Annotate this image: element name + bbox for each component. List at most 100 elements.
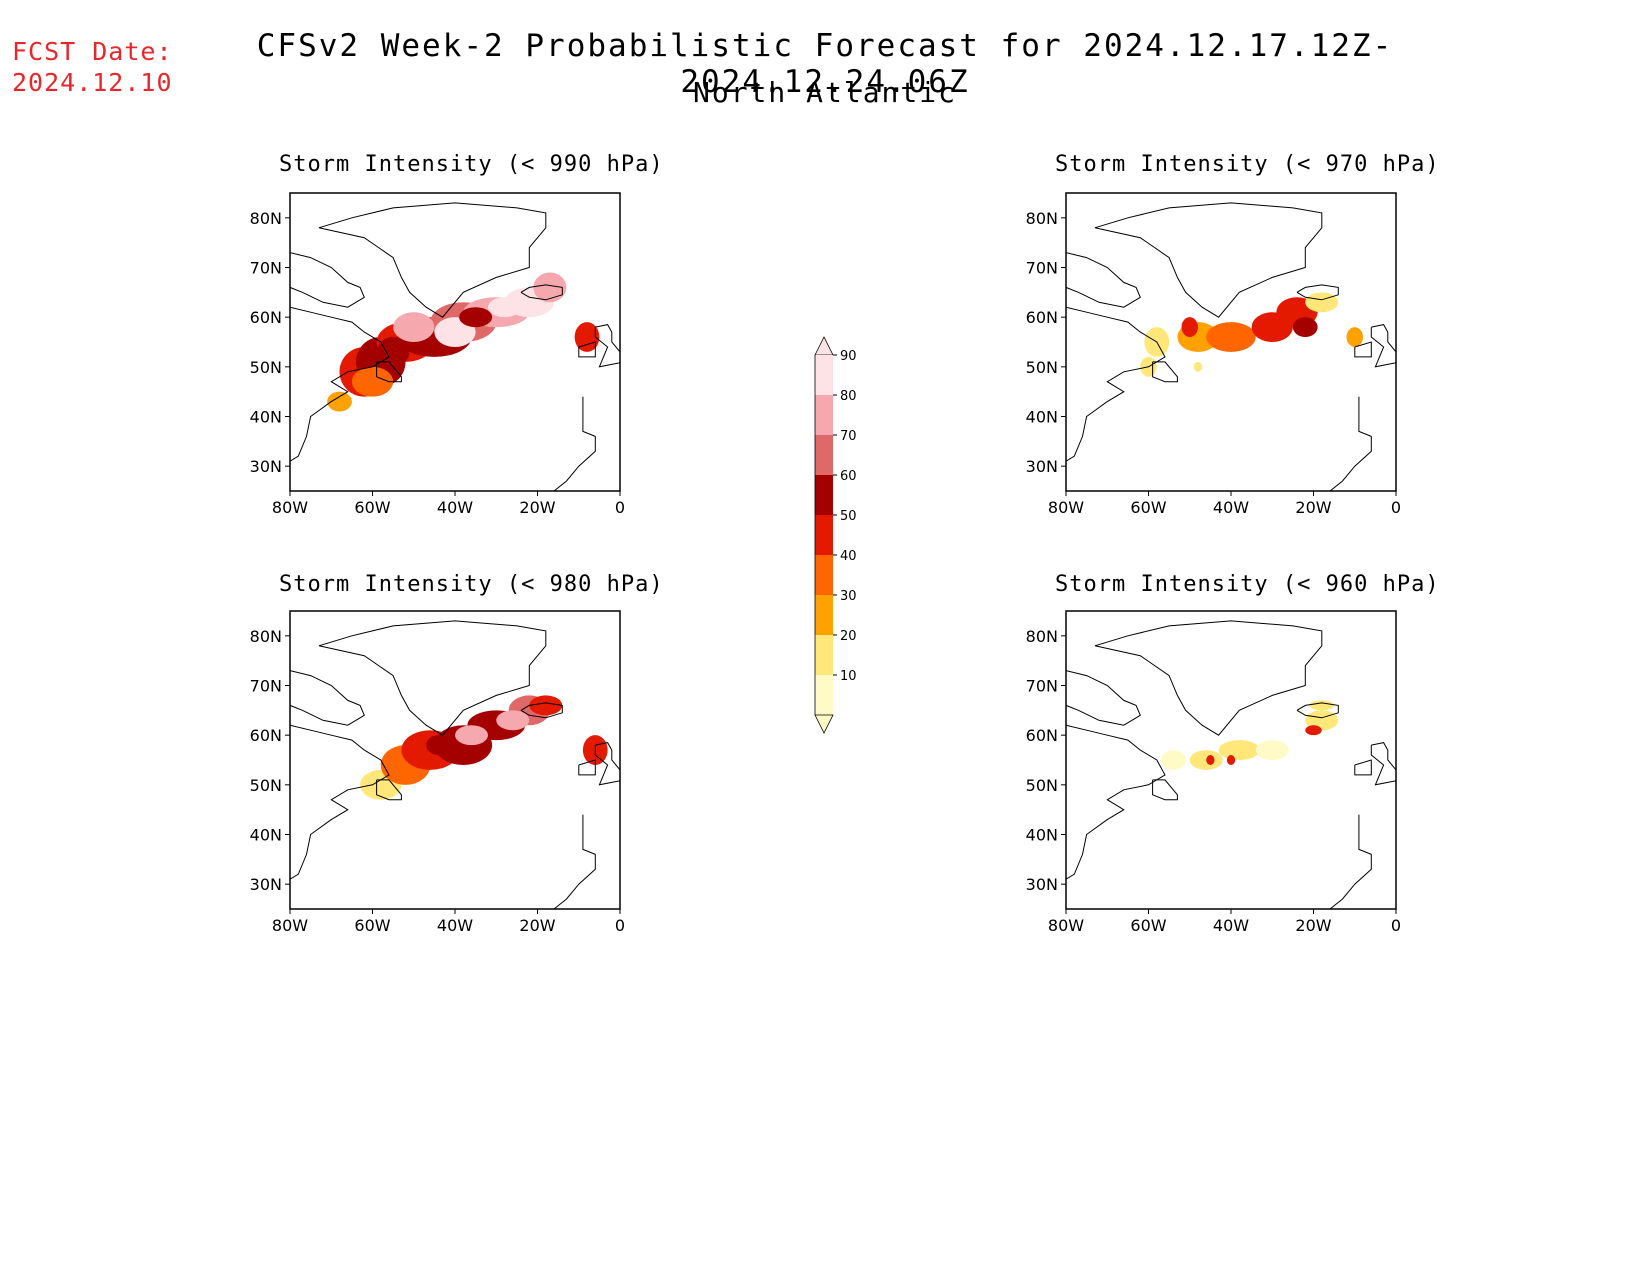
probability-cell (393, 312, 435, 342)
coastline (1329, 814, 1372, 909)
coastlines (1066, 620, 1396, 909)
lat-label: 30N (250, 875, 282, 894)
probability-cell (1218, 740, 1260, 760)
lat-label: 80N (1026, 627, 1058, 646)
coastline (1094, 202, 1323, 318)
colorbar-swatch (815, 475, 833, 515)
lon-label: 0 (1391, 916, 1401, 935)
colorbar-swatch (815, 435, 833, 475)
colorbar-top-cap (814, 336, 834, 356)
lat-label: 60N (1026, 308, 1058, 327)
probability-colorbar: 10 20 30 40 50 60 70 80 90 (814, 336, 857, 734)
lat-label: 40N (1026, 408, 1058, 427)
coastlines (290, 620, 630, 909)
lon-label: 0 (615, 498, 625, 517)
panel-title-960: Storm Intensity (< 960 hPa) (1055, 572, 1440, 597)
coastlines (1066, 202, 1406, 491)
colorbar-swatch (815, 395, 833, 435)
probability-cell (351, 366, 394, 397)
coastline (1354, 759, 1372, 776)
region-subtitle: North Atlantic (692, 76, 957, 109)
lon-label: 80W (1048, 916, 1084, 935)
lat-label: 50N (250, 358, 282, 377)
colorbar-label: 90 (840, 349, 857, 364)
page-title: CFSv2 Week-2 Probabilistic Forecast for … (256, 28, 1394, 100)
colorbar-label: 50 (840, 509, 857, 524)
coastline (1354, 341, 1372, 358)
probability-field (1140, 292, 1363, 377)
coastline (520, 284, 563, 301)
probability-cell (1292, 317, 1318, 338)
coastline (1296, 284, 1339, 301)
lat-label: 50N (1026, 358, 1058, 377)
fcst-date-value: 2024.12.10 (12, 68, 173, 97)
coastline (290, 670, 365, 726)
probability-cell (533, 272, 567, 303)
lat-label: 80N (1026, 209, 1058, 228)
probability-cell (455, 725, 488, 746)
lon-label: 60W (1130, 498, 1166, 517)
coastline (318, 620, 547, 736)
colorbar-label: 30 (840, 589, 857, 604)
colorbar-swatch (815, 355, 833, 395)
coastline (376, 779, 402, 801)
lon-label: 40W (437, 498, 473, 517)
fcst-date-caption: FCST Date: (12, 37, 173, 66)
colorbar-label: 40 (840, 549, 857, 564)
lon-label: 20W (1295, 498, 1331, 517)
colorbar-swatch (815, 555, 833, 595)
probability-cell (327, 391, 352, 412)
coastline (594, 324, 620, 368)
lat-label: 50N (250, 776, 282, 795)
probability-field (327, 272, 600, 412)
lon-label: 60W (1130, 916, 1166, 935)
probability-cell (1181, 317, 1198, 338)
panel-title-970: Storm Intensity (< 970 hPa) (1055, 152, 1440, 177)
coastline (578, 341, 596, 358)
colorbar-swatch (815, 595, 833, 635)
probability-cell (574, 322, 600, 352)
coastline (290, 252, 365, 308)
colorbar-swatch (815, 635, 833, 675)
lat-label: 70N (250, 259, 282, 278)
coastline (1396, 307, 1406, 317)
lon-label: 60W (354, 916, 390, 935)
probability-field (1160, 700, 1339, 770)
coastline (594, 742, 620, 786)
probability-cell (1160, 750, 1186, 770)
colorbar-label: 80 (840, 389, 857, 404)
coastline (578, 759, 596, 776)
coastline (318, 202, 547, 318)
coastline (290, 306, 390, 462)
probability-cell (1255, 740, 1289, 760)
coastline (620, 725, 630, 735)
lat-label: 40N (1026, 826, 1058, 845)
probability-cell (1309, 700, 1335, 711)
lon-label: 0 (1391, 498, 1401, 517)
lon-label: 40W (1213, 916, 1249, 935)
probability-cell (1305, 725, 1322, 736)
coastline (1066, 306, 1166, 462)
probability-cell (529, 695, 563, 716)
storm-map-970hpa: 80N 70N 60N 50N 40N 30N 80W 60W 40W 20W 0 (1026, 192, 1406, 517)
coastline (1370, 324, 1396, 368)
coastline (1152, 779, 1178, 801)
probability-cell (1206, 755, 1215, 765)
lon-label: 80W (1048, 498, 1084, 517)
panel-title-990: Storm Intensity (< 990 hPa) (279, 152, 664, 177)
storm-map-960hpa: 80N 70N 60N 50N 40N 30N 80W 60W 40W 20W 0 (1026, 610, 1401, 935)
lat-label: 50N (1026, 776, 1058, 795)
coastline (553, 814, 596, 909)
coastline (1329, 396, 1372, 491)
lon-label: 20W (519, 916, 555, 935)
lat-label: 60N (1026, 726, 1058, 745)
probability-cell (459, 307, 493, 328)
coastlines (290, 202, 630, 491)
lon-label: 60W (354, 498, 390, 517)
colorbar-bottom-cap (814, 714, 834, 734)
colorbar-swatch (815, 515, 833, 555)
lon-label: 80W (272, 498, 308, 517)
coastline (620, 307, 630, 317)
lat-label: 40N (250, 408, 282, 427)
lon-label: 40W (1213, 498, 1249, 517)
